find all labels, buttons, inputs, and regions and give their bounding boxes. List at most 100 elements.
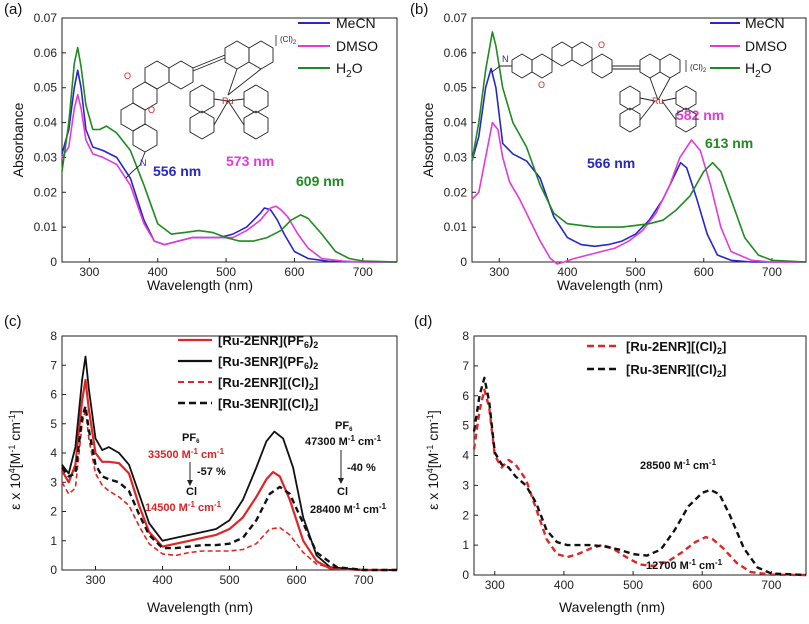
- plot-frame-c: [61, 335, 398, 571]
- y-tick-label-b: 0: [460, 255, 467, 269]
- mol-a-carbonyl-label: O: [124, 71, 131, 81]
- y-tick-label-d: 2: [462, 508, 469, 522]
- panel-c-chart: 300 400 500 600 700 0 1 2 3 4 5 6 7 8: [50, 329, 398, 587]
- peak-label-a-556: 556 nm: [153, 163, 201, 179]
- y-tick-label-a: 0.05: [34, 81, 58, 95]
- legend-d-ru3-cl-label: [Ru-3ENR][(Cl)2]: [626, 362, 726, 379]
- mol-a-ru-label: Ru: [222, 96, 234, 106]
- panel-b-xlabel: Wavelength (nm): [557, 277, 663, 293]
- mol-a-bpy-2: [248, 40, 274, 70]
- y-tick-label-c: 1: [50, 534, 57, 548]
- molecule-structure-b: [491, 41, 697, 133]
- y-tick-label-d: 6: [462, 389, 469, 403]
- annot-c-arrowhead-right: [338, 478, 344, 484]
- y-tick-label-d: 1: [462, 538, 469, 552]
- mol-b-bpy-6: [675, 107, 697, 133]
- y-tick-label-d: 3: [462, 478, 469, 492]
- y-tick-label-b: 0.03: [444, 150, 468, 164]
- mol-a-ring-1: [144, 60, 170, 90]
- mol-b-ring-3: [551, 41, 573, 67]
- y-tick-label-d: 8: [462, 329, 469, 343]
- mol-a-bpy-1: [224, 40, 250, 70]
- series-line-c--ru-3enr-cl-2-: [61, 405, 397, 572]
- series-line-c--ru-2enr-cl-2-: [61, 408, 397, 571]
- series-line-b-mecn: [471, 67, 806, 263]
- y-tick-label-a: 0.06: [34, 46, 58, 60]
- y-tick-label-a: 0: [50, 255, 57, 269]
- mol-a-bpy-3: [189, 84, 215, 114]
- y-tick-label-d: 0: [462, 568, 469, 582]
- y-tick-label-a: 0.07: [34, 11, 58, 25]
- panel-a-xlabel: Wavelength (nm): [147, 277, 253, 293]
- mol-a-ring-2: [168, 60, 194, 90]
- mol-a-bpy-5: [243, 84, 269, 114]
- annot-d-12700: 12700 M-1 cm-1: [646, 558, 723, 572]
- series-line-b-dmso: [471, 121, 806, 265]
- peak-label-a-609: 609 nm: [296, 173, 344, 189]
- legend-c-ru3-cl-label: [Ru-3ENR][(Cl)2]: [218, 396, 318, 413]
- y-tick-label-d: 7: [462, 359, 469, 373]
- x-tick-label-d: 500: [623, 578, 643, 592]
- y-tick-label-a: 0.03: [34, 150, 58, 164]
- mol-b-counterion: (Cl)2: [690, 63, 707, 74]
- mol-b-amine-label: N: [502, 54, 509, 64]
- panel-c-ylabel: ε x 104[M-1 cm-1]: [7, 410, 23, 510]
- mol-a-amine-label: N: [140, 158, 147, 168]
- mol-b-ru-bond-4: [639, 100, 656, 121]
- panel-c-label: (c): [4, 313, 22, 330]
- mol-b-amine: [491, 65, 512, 73]
- y-tick-label-c: 2: [50, 505, 57, 519]
- legend-a-mecn-label: MeCN: [336, 15, 376, 31]
- mol-a-counterion: (Cl)2: [280, 35, 297, 46]
- mol-b-ring-4: [571, 41, 593, 67]
- annot-c-pf6-right: PF6: [335, 420, 353, 433]
- mol-b-ru-label: Ru: [652, 96, 664, 106]
- panel-c-annotations: PF6 33500 M-1 cm-1 -57 % Cl 14500 M-1 cm…: [145, 420, 387, 516]
- panel-d-ylabel: ε x 104[M-1 cm-1]: [425, 410, 441, 510]
- plot-frame-b: [471, 17, 807, 263]
- x-tick-label-b: 600: [694, 265, 714, 279]
- mol-a-ru-bond-1: [227, 68, 238, 96]
- mol-b-ru-bond-2: [657, 77, 671, 101]
- x-tick-label-a: 400: [148, 265, 168, 279]
- mol-a-ru-bond-2: [227, 68, 262, 96]
- y-tick-label-d: 5: [462, 419, 469, 433]
- annot-d-28500: 28500 M-1 cm-1: [640, 458, 717, 472]
- legend-b-mecn-label: MeCN: [745, 15, 785, 31]
- mol-b-bpy-2: [659, 53, 681, 79]
- panel-b-legend: MeCN DMSO H2O: [710, 15, 787, 80]
- peak-label-b-566: 566 nm: [587, 155, 635, 171]
- x-tick-label-c: 300: [85, 573, 105, 587]
- series-line-d--ru-3enr-cl-2-: [472, 376, 807, 577]
- panel-d-chart: 300 400 500 600 700 0 1 2 3 4 5 6 7 8: [462, 329, 807, 592]
- mol-a-oxygen-label: O: [148, 105, 155, 115]
- x-tick-label-a: 600: [284, 265, 304, 279]
- panel-d-annotations: 28500 M-1 cm-1 12700 M-1 cm-1: [640, 458, 723, 572]
- annot-c-33500: 33500 M-1 cm-1: [148, 447, 225, 461]
- annot-c-cl-left: Cl: [186, 486, 197, 498]
- annot-c-pf6-left: PF6: [182, 432, 200, 445]
- mol-b-oxygen-label: O: [538, 80, 545, 90]
- legend-c-ru3-pf6-label: [Ru-3ENR](PF6)2: [218, 354, 318, 371]
- y-tick-label-c: 8: [50, 329, 57, 343]
- mol-b-ring-1: [511, 53, 533, 79]
- x-tick-label-a: 300: [79, 265, 99, 279]
- panel-c-legend: [Ru-2ENR](PF6)2 [Ru-3ENR](PF6)2 [Ru-2ENR…: [178, 333, 318, 413]
- x-tick-label-a: 500: [216, 265, 236, 279]
- annot-c-pct-left: -57 %: [197, 466, 226, 478]
- y-tick-label-c: 6: [50, 388, 57, 402]
- y-tick-label-d: 4: [462, 449, 469, 463]
- legend-b-dmso-label: DMSO: [745, 38, 787, 54]
- series-line-a-h2o: [61, 46, 398, 263]
- annot-c-14500: 14500 M-1 cm-1: [145, 500, 222, 514]
- plot-frame-a: [61, 17, 398, 263]
- legend-a-h2o-label: H2O: [336, 60, 363, 80]
- y-tick-label-b: 0.04: [444, 116, 468, 130]
- mol-b-carbonyl-label: O: [598, 40, 605, 50]
- panel-d-label: (d): [414, 313, 432, 330]
- x-tick-label-d: 600: [692, 578, 712, 592]
- panel-b-ylabel: Absorbance: [420, 102, 436, 177]
- panel-a-ylabel: Absorbance: [10, 102, 26, 177]
- x-tick-label-c: 500: [219, 573, 239, 587]
